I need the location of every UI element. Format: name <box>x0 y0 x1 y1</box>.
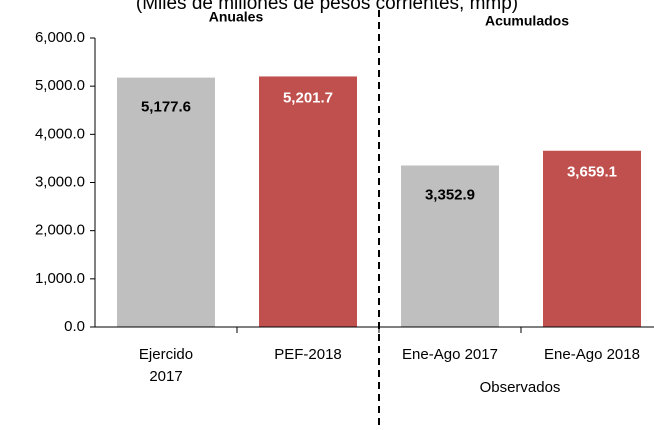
y-tick-label: 1,000.0 <box>35 270 85 287</box>
y-tick-label: 3,000.0 <box>35 173 85 190</box>
value-label: 5,201.7 <box>283 89 333 106</box>
bar <box>259 76 357 327</box>
value-label: 3,659.1 <box>567 164 617 181</box>
bar <box>543 150 641 327</box>
y-tick-label: 5,000.0 <box>35 77 85 94</box>
value-label: 3,352.9 <box>425 186 475 203</box>
y-tick-label: 0.0 <box>64 318 85 335</box>
value-label: 5,177.6 <box>141 99 191 116</box>
chart-title: (Miles de millones de pesos corrientes, … <box>136 0 518 14</box>
x-tick-label: PEF-2018 <box>274 346 342 363</box>
x-tick-label: Ene-Ago 2018 <box>544 346 640 363</box>
y-tick-label: 2,000.0 <box>35 222 85 239</box>
group-label: Observados <box>480 379 561 396</box>
section-label: Acumulados <box>485 13 569 29</box>
x-tick-label: Ejercido 2017 <box>138 346 194 385</box>
x-tick-label: Ene-Ago 2017 <box>402 346 498 363</box>
bar <box>117 77 215 327</box>
y-tick-label: 6,000.0 <box>35 29 85 46</box>
bar <box>401 165 499 327</box>
section-label: Anuales <box>209 9 264 25</box>
y-tick-label: 4,000.0 <box>35 125 85 142</box>
